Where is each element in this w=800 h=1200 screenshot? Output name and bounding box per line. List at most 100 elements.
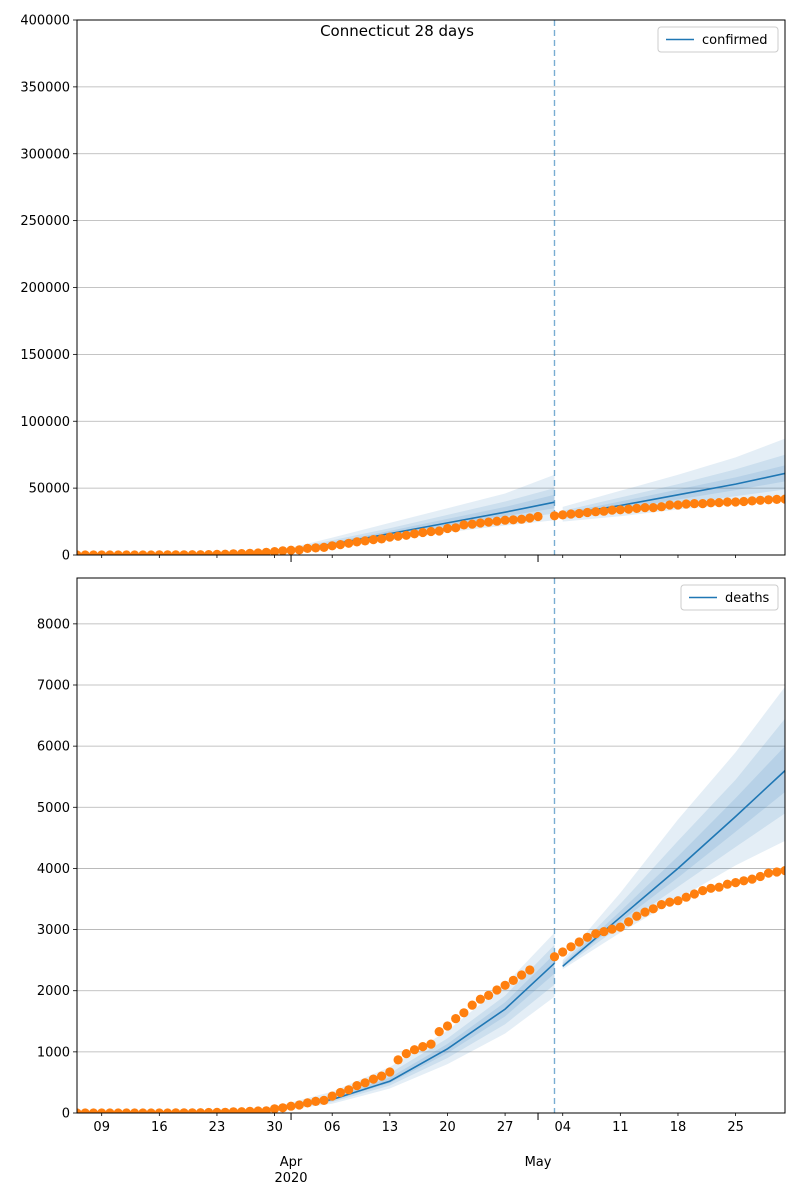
data-point bbox=[467, 519, 477, 529]
data-point bbox=[747, 496, 757, 506]
data-point bbox=[558, 510, 568, 520]
data-point bbox=[656, 900, 667, 910]
data-point bbox=[673, 896, 683, 906]
x-tick-label: 06 bbox=[324, 1120, 341, 1135]
data-point bbox=[681, 892, 691, 902]
x-tick-label: 18 bbox=[670, 1120, 687, 1135]
data-point bbox=[368, 1074, 378, 1084]
data-point bbox=[154, 550, 164, 555]
data-point bbox=[624, 504, 634, 514]
data-point bbox=[311, 1096, 321, 1106]
data-point bbox=[698, 499, 708, 509]
confidence-band bbox=[274, 944, 555, 1111]
y-tick-label: 0 bbox=[62, 549, 70, 564]
data-point bbox=[706, 883, 716, 893]
data-point bbox=[698, 886, 708, 896]
data-point bbox=[418, 527, 428, 538]
data-point bbox=[253, 1106, 263, 1113]
data-point bbox=[130, 1108, 140, 1113]
data-point bbox=[409, 1045, 420, 1055]
data-point bbox=[302, 1098, 313, 1108]
data-point bbox=[368, 535, 378, 545]
data-point bbox=[673, 500, 683, 510]
plot-area bbox=[77, 20, 785, 555]
data-point bbox=[763, 495, 774, 505]
data-point bbox=[714, 498, 724, 508]
data-point bbox=[426, 526, 436, 537]
legend-label: deaths bbox=[725, 591, 770, 606]
data-point bbox=[187, 1108, 197, 1113]
data-point bbox=[656, 502, 667, 512]
data-point bbox=[237, 1107, 247, 1113]
data-point bbox=[146, 550, 156, 555]
data-point bbox=[665, 500, 675, 510]
confidence-band bbox=[274, 474, 555, 554]
confidence-band bbox=[562, 465, 785, 517]
data-point bbox=[377, 1071, 387, 1081]
data-point bbox=[113, 550, 123, 555]
data-point bbox=[591, 929, 601, 939]
y-tick-label: 400000 bbox=[20, 14, 70, 29]
data-point bbox=[377, 534, 387, 544]
data-point bbox=[772, 494, 782, 504]
data-point bbox=[179, 1108, 189, 1113]
data-point bbox=[146, 1108, 156, 1113]
y-tick-label: 350000 bbox=[20, 80, 70, 95]
data-point bbox=[591, 507, 601, 517]
data-point bbox=[451, 523, 461, 533]
y-tick-label: 300000 bbox=[20, 147, 70, 162]
data-point bbox=[294, 1100, 304, 1110]
y-tick-label: 4000 bbox=[37, 862, 70, 877]
data-point bbox=[599, 506, 609, 516]
data-point bbox=[517, 514, 527, 524]
data-point bbox=[566, 509, 576, 519]
data-point bbox=[582, 507, 593, 518]
data-point bbox=[607, 924, 617, 934]
data-point bbox=[121, 550, 131, 555]
y-tick-label: 8000 bbox=[37, 617, 70, 632]
data-point bbox=[739, 496, 749, 507]
y-tick-label: 3000 bbox=[37, 923, 70, 938]
data-point bbox=[393, 531, 403, 541]
data-point bbox=[228, 549, 238, 555]
data-point bbox=[270, 1104, 280, 1113]
data-point bbox=[500, 980, 510, 990]
data-point bbox=[467, 1000, 477, 1010]
data-point bbox=[163, 550, 173, 555]
data-point bbox=[508, 975, 518, 986]
data-point bbox=[722, 497, 733, 507]
data-point bbox=[607, 505, 617, 515]
data-point bbox=[253, 548, 263, 555]
y-tick-label: 6000 bbox=[37, 740, 70, 755]
data-point bbox=[261, 547, 271, 555]
data-point bbox=[640, 907, 650, 917]
data-point bbox=[755, 495, 765, 505]
data-point bbox=[245, 1106, 255, 1113]
x-tick-label: 20 bbox=[439, 1120, 456, 1135]
data-point bbox=[525, 965, 535, 975]
data-point bbox=[294, 545, 304, 555]
data-point bbox=[80, 1108, 90, 1113]
data-point bbox=[418, 1042, 428, 1052]
confidence-band bbox=[562, 454, 785, 519]
data-point bbox=[475, 518, 485, 528]
data-point bbox=[739, 876, 749, 886]
data-point bbox=[632, 911, 642, 921]
data-point bbox=[615, 922, 625, 932]
data-point bbox=[105, 1108, 115, 1113]
data-point bbox=[286, 545, 296, 555]
data-point bbox=[204, 1107, 214, 1113]
data-point bbox=[113, 1108, 123, 1113]
data-point bbox=[426, 1039, 436, 1049]
data-point bbox=[459, 520, 469, 530]
data-point bbox=[187, 550, 197, 555]
data-point bbox=[130, 550, 140, 555]
data-point bbox=[517, 970, 527, 980]
y-tick-label: 100000 bbox=[20, 415, 70, 430]
data-point bbox=[689, 499, 700, 509]
data-point bbox=[179, 550, 189, 555]
data-point bbox=[558, 947, 568, 957]
data-point bbox=[352, 537, 362, 547]
legend-box bbox=[657, 26, 779, 53]
